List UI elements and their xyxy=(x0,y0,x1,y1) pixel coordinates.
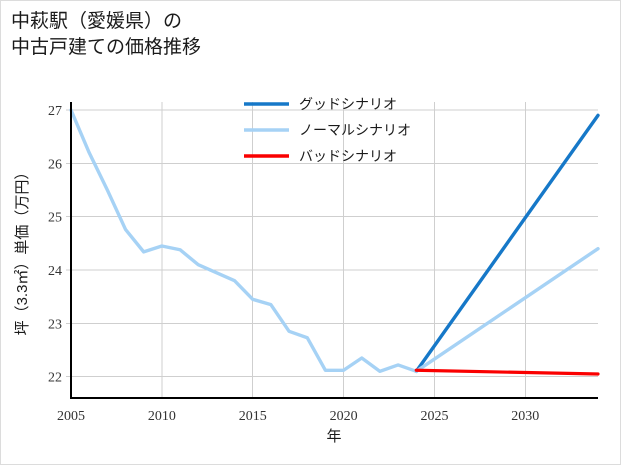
legend-label: グッドシナリオ xyxy=(299,96,397,112)
x-tick-label: 2025 xyxy=(420,409,448,424)
page-title: 中萩駅（愛媛県）の 中古戸建ての価格推移 xyxy=(11,11,202,58)
x-tick-label: 2010 xyxy=(148,409,176,424)
y-tick-label: 25 xyxy=(48,211,62,226)
series-line xyxy=(414,246,600,374)
legend-label: ノーマルシナリオ xyxy=(299,122,411,138)
series-line xyxy=(414,113,600,374)
series-lines xyxy=(69,108,600,376)
y-axis-title: 坪（3.3㎡）単価（万円） xyxy=(14,165,31,336)
x-axis-title: 年 xyxy=(326,428,341,445)
x-tick-label: 2005 xyxy=(57,409,85,424)
y-tick-labels: 22 23 24 25 26 27 xyxy=(48,104,71,386)
series-line xyxy=(414,368,600,376)
x-tick-label: 2020 xyxy=(330,409,358,424)
x-tick-labels: 2005 2010 2015 2020 2025 2030 xyxy=(57,409,539,424)
series-line xyxy=(69,108,418,374)
legend-label: バッドシナリオ xyxy=(299,148,397,164)
x-tick-label: 2015 xyxy=(239,409,267,424)
y-tick-label: 23 xyxy=(48,317,62,332)
y-tick-label: 24 xyxy=(48,264,62,279)
x-tick-label: 2030 xyxy=(511,409,539,424)
gridlines xyxy=(71,102,598,398)
y-tick-label: 26 xyxy=(48,157,62,172)
y-tick-label: 22 xyxy=(48,371,62,386)
y-tick-label: 27 xyxy=(48,104,62,119)
